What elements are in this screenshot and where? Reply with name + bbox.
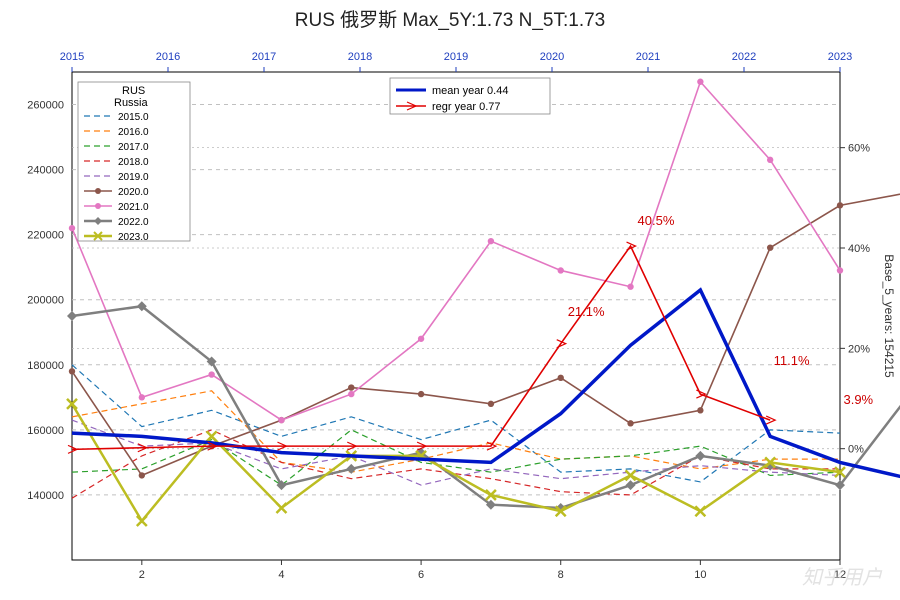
- svg-text:40%: 40%: [848, 243, 870, 255]
- svg-text:160000: 160000: [27, 425, 64, 437]
- svg-text:2018.0: 2018.0: [118, 157, 149, 168]
- svg-text:2020.0: 2020.0: [118, 187, 149, 198]
- svg-text:12: 12: [834, 569, 846, 581]
- svg-text:Base_5_years: 154215: Base_5_years: 154215: [882, 254, 896, 378]
- svg-text:20%: 20%: [848, 343, 870, 355]
- svg-text:40.5%: 40.5%: [638, 213, 675, 228]
- svg-text:60%: 60%: [848, 143, 870, 155]
- svg-text:RUS 俄罗斯 Max_5Y:1.73 N_5T:1.73: RUS 俄罗斯 Max_5Y:1.73 N_5T:1.73: [295, 9, 605, 31]
- svg-text:2017.0: 2017.0: [118, 142, 149, 153]
- svg-text:240000: 240000: [27, 165, 64, 177]
- svg-text:2023: 2023: [828, 51, 852, 63]
- svg-text:regr year 0.77: regr year 0.77: [432, 101, 500, 113]
- svg-text:2019: 2019: [444, 51, 468, 63]
- svg-text:2015.0: 2015.0: [118, 112, 149, 123]
- svg-text:2021: 2021: [636, 51, 660, 63]
- svg-text:180000: 180000: [27, 360, 64, 372]
- svg-text:2018: 2018: [348, 51, 372, 63]
- svg-text:21.1%: 21.1%: [568, 304, 605, 319]
- svg-text:2022: 2022: [732, 51, 756, 63]
- svg-text:140000: 140000: [27, 490, 64, 502]
- svg-text:2015: 2015: [60, 51, 84, 63]
- svg-text:8: 8: [558, 569, 564, 581]
- svg-text:4: 4: [278, 569, 284, 581]
- svg-text:2016.0: 2016.0: [118, 127, 149, 138]
- svg-text:mean year 0.44: mean year 0.44: [432, 85, 508, 97]
- svg-text:Russia: Russia: [114, 97, 149, 109]
- svg-text:3.9%: 3.9%: [843, 392, 873, 407]
- svg-text:10: 10: [694, 569, 706, 581]
- chart-canvas: 140000 160000 180000 200000 220000 240000 2600…: [0, 0, 900, 600]
- svg-text:RUS: RUS: [122, 85, 145, 97]
- svg-text:200000: 200000: [27, 295, 64, 307]
- svg-text:11.1%: 11.1%: [774, 353, 810, 368]
- svg-text:2: 2: [139, 569, 145, 581]
- svg-text:260000: 260000: [27, 100, 64, 112]
- svg-text:0%: 0%: [848, 444, 864, 456]
- svg-text:220000: 220000: [27, 230, 64, 242]
- svg-text:2020: 2020: [540, 51, 564, 63]
- svg-text:2017: 2017: [252, 51, 276, 63]
- svg-text:2022.0: 2022.0: [118, 217, 149, 228]
- svg-text:2019.0: 2019.0: [118, 172, 149, 183]
- svg-text:2021.0: 2021.0: [118, 202, 149, 213]
- svg-text:2023.0: 2023.0: [118, 232, 149, 243]
- svg-text:2016: 2016: [156, 51, 180, 63]
- svg-text:6: 6: [418, 569, 424, 581]
